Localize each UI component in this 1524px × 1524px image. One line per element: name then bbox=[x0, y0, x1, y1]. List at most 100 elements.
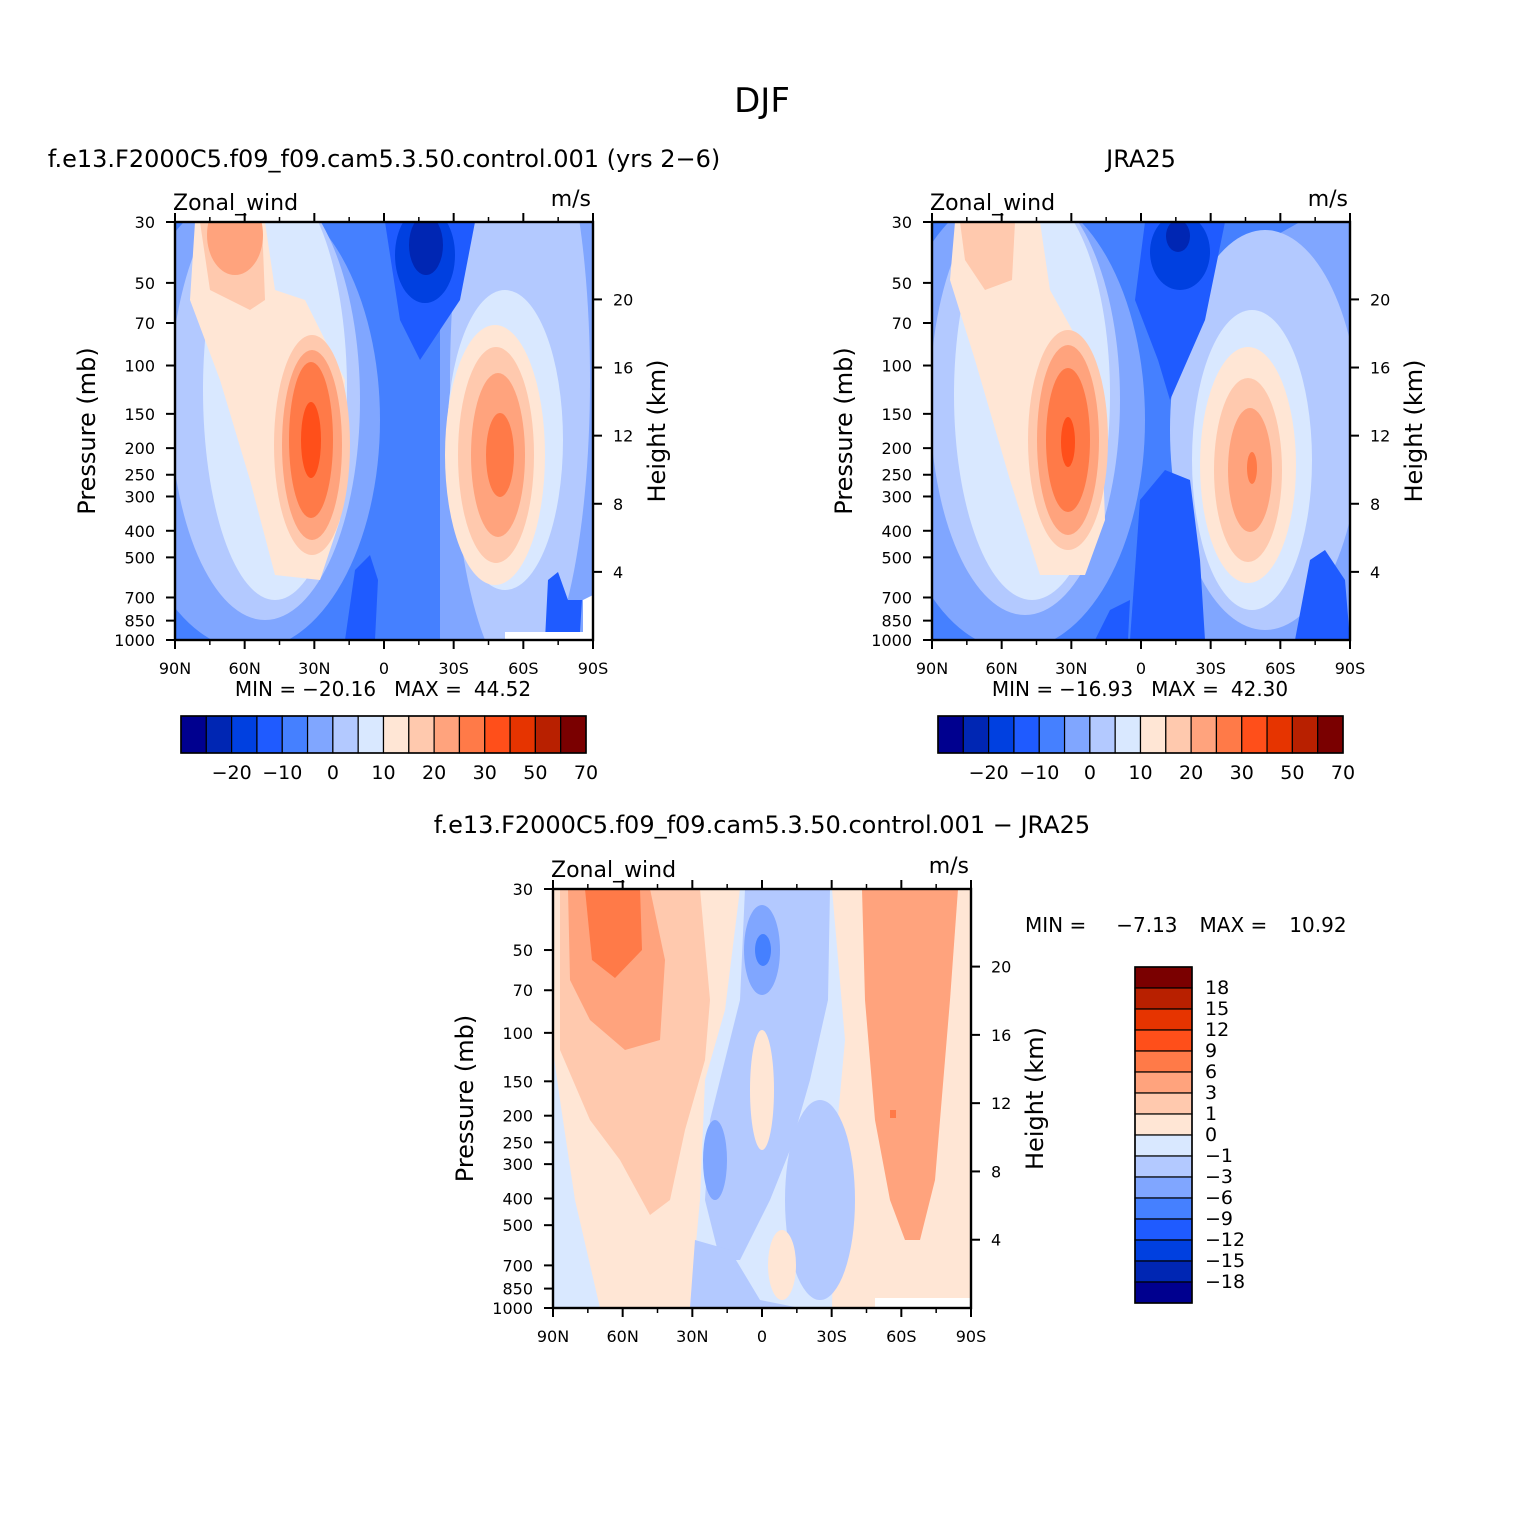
model-colorbar-label: 0 bbox=[327, 762, 339, 784]
model-colorbar-swatch bbox=[281, 715, 309, 754]
diff-colorbar-swatch bbox=[1134, 1218, 1193, 1241]
model-y-tick-label: 300 bbox=[124, 487, 155, 506]
diff-colorbar-label: 15 bbox=[1205, 998, 1229, 1020]
diff-shade bbox=[890, 1110, 896, 1118]
model-colorbar-swatch bbox=[382, 715, 410, 754]
obs-x-tick-label: 30N bbox=[1055, 659, 1087, 678]
diff-colorbar-swatch bbox=[1134, 1155, 1193, 1178]
obs-shade bbox=[1247, 452, 1257, 484]
diff-y-tick-label: 500 bbox=[502, 1216, 533, 1235]
model-x-tick-label: 30S bbox=[438, 659, 469, 678]
model-colorbar-frame bbox=[180, 715, 587, 754]
model-colorbar-label: −20 bbox=[212, 762, 252, 784]
colorbar-layer: −20 −10 0 10 20 30 50 70 −20 −10 0 10 20 30 50 70181512… bbox=[180, 715, 1355, 1304]
obs-colorbar-label: −10 bbox=[1019, 762, 1059, 784]
model-shade bbox=[409, 222, 443, 275]
diff-right-tick-label: 12 bbox=[991, 1094, 1011, 1113]
obs-y-tick-label: 100 bbox=[881, 357, 912, 376]
model-y-tick-label: 400 bbox=[124, 522, 155, 541]
diff-shade bbox=[703, 1120, 727, 1200]
obs-right-tick-label: 16 bbox=[1370, 359, 1390, 378]
diff-units-label: m/s bbox=[929, 854, 969, 879]
obs-x-tick-label: 60N bbox=[986, 659, 1018, 678]
obs-y-tick-label: 30 bbox=[892, 213, 912, 232]
obs-variable-label: Zonal_wind bbox=[930, 191, 1055, 216]
diff-shade bbox=[755, 934, 771, 966]
obs-shade bbox=[960, 222, 1015, 290]
model-colorbar-swatch bbox=[560, 715, 587, 754]
model-colorbar-swatch bbox=[408, 715, 435, 754]
obs-y-tick-label: 500 bbox=[881, 548, 912, 567]
obs-contour-field bbox=[932, 222, 1350, 640]
axes-layer: Zonal_wind m/s305070100150200250300400500… bbox=[73, 187, 1428, 1346]
diff-colorbar-label: 0 bbox=[1205, 1124, 1217, 1146]
obs-x-tick-label: 90N bbox=[916, 659, 948, 678]
diff-x-tick-label: 60S bbox=[886, 1327, 917, 1346]
obs-shade bbox=[1150, 222, 1210, 290]
diff-shade bbox=[785, 1100, 855, 1300]
obs-y-tick-label: 250 bbox=[881, 466, 912, 485]
obs-colorbar-swatch bbox=[962, 715, 990, 754]
diff-right-tick-label: 8 bbox=[991, 1162, 1001, 1181]
model-colorbar-label: 20 bbox=[422, 762, 446, 784]
obs-colorbar-label: 50 bbox=[1280, 762, 1304, 784]
diff-right-tick-label: 16 bbox=[991, 1026, 1011, 1045]
diff-colorbar-swatch bbox=[1134, 1197, 1193, 1220]
model-x-tick-label: 60N bbox=[229, 659, 261, 678]
diff-y-tick-label: 30 bbox=[513, 880, 533, 899]
obs-colorbar-swatch bbox=[1241, 715, 1268, 754]
diff-stat-min: −7.13 bbox=[1116, 913, 1177, 937]
diff-y-tick-label: 250 bbox=[502, 1133, 533, 1152]
model-panel bbox=[175, 222, 593, 640]
diff-stat-max-label: MAX = bbox=[1200, 913, 1268, 937]
model-y-tick-label: 100 bbox=[124, 357, 155, 376]
obs-y-tick-label: 150 bbox=[881, 405, 912, 424]
obs-right-tick-label: 20 bbox=[1370, 290, 1390, 309]
obs-right-axis-title: Height (km) bbox=[1400, 360, 1428, 503]
obs-colorbar-swatch bbox=[1266, 715, 1293, 754]
diff-y-tick-label: 1000 bbox=[492, 1299, 533, 1318]
diff-colorbar-swatch bbox=[1134, 1029, 1193, 1052]
obs-units-label: m/s bbox=[1308, 187, 1348, 212]
obs-colorbar-swatch bbox=[1291, 715, 1319, 754]
model-colorbar-swatch bbox=[256, 715, 283, 754]
obs-x-tick-label: 0 bbox=[1136, 659, 1146, 678]
model-colorbar: −20 −10 0 10 20 30 50 70 bbox=[180, 715, 598, 784]
obs-y-tick-label: 50 bbox=[892, 274, 912, 293]
model-y-tick-label: 1000 bbox=[114, 631, 155, 650]
model-y-tick-label: 50 bbox=[135, 274, 155, 293]
diff-y-tick-label: 200 bbox=[502, 1107, 533, 1126]
obs-colorbar-label: 70 bbox=[1331, 762, 1355, 784]
diff-stats: MIN = −7.13 MAX = 10.92 bbox=[1025, 913, 1347, 937]
model-colorbar-swatch bbox=[458, 715, 486, 754]
model-stat-max-label: MAX = bbox=[394, 677, 462, 701]
diff-colorbar-swatch bbox=[1134, 1281, 1193, 1304]
obs-stat-max-label: MAX = bbox=[1151, 677, 1219, 701]
model-y-tick-label: 200 bbox=[124, 439, 155, 458]
model-colorbar-swatch bbox=[433, 715, 461, 754]
diff-colorbar-swatch bbox=[1134, 987, 1193, 1010]
obs-colorbar-label: −20 bbox=[969, 762, 1009, 784]
diff-colorbar-label: −6 bbox=[1205, 1187, 1233, 1209]
obs-colorbar-swatch bbox=[1089, 715, 1116, 754]
obs-colorbar-label: 30 bbox=[1230, 762, 1254, 784]
diff-x-tick-label: 90N bbox=[537, 1327, 569, 1346]
diff-colorbar-frame bbox=[1134, 966, 1193, 1304]
diff-y-tick-label: 50 bbox=[513, 941, 533, 960]
diff-colorbar-swatch bbox=[1134, 1113, 1193, 1136]
obs-x-tick-label: 90S bbox=[1335, 659, 1366, 678]
model-panel-title: f.e13.F2000C5.f09_f09.cam5.3.50.control.… bbox=[48, 145, 721, 173]
obs-stat-min-label: MIN = bbox=[992, 677, 1053, 701]
model-colorbar-swatch bbox=[180, 715, 207, 754]
obs-colorbar-swatch bbox=[1063, 715, 1091, 754]
model-right-tick-label: 12 bbox=[613, 427, 633, 446]
obs-right-tick-label: 4 bbox=[1370, 563, 1380, 582]
diff-y-tick-label: 700 bbox=[502, 1256, 533, 1275]
model-shade bbox=[486, 413, 514, 497]
obs-colorbar-swatch bbox=[1038, 715, 1066, 754]
diff-colorbar-label: 3 bbox=[1205, 1082, 1217, 1104]
model-shade bbox=[345, 555, 378, 640]
obs-stat-max: 42.30 bbox=[1231, 677, 1288, 701]
obs-y-tick-label: 700 bbox=[881, 588, 912, 607]
